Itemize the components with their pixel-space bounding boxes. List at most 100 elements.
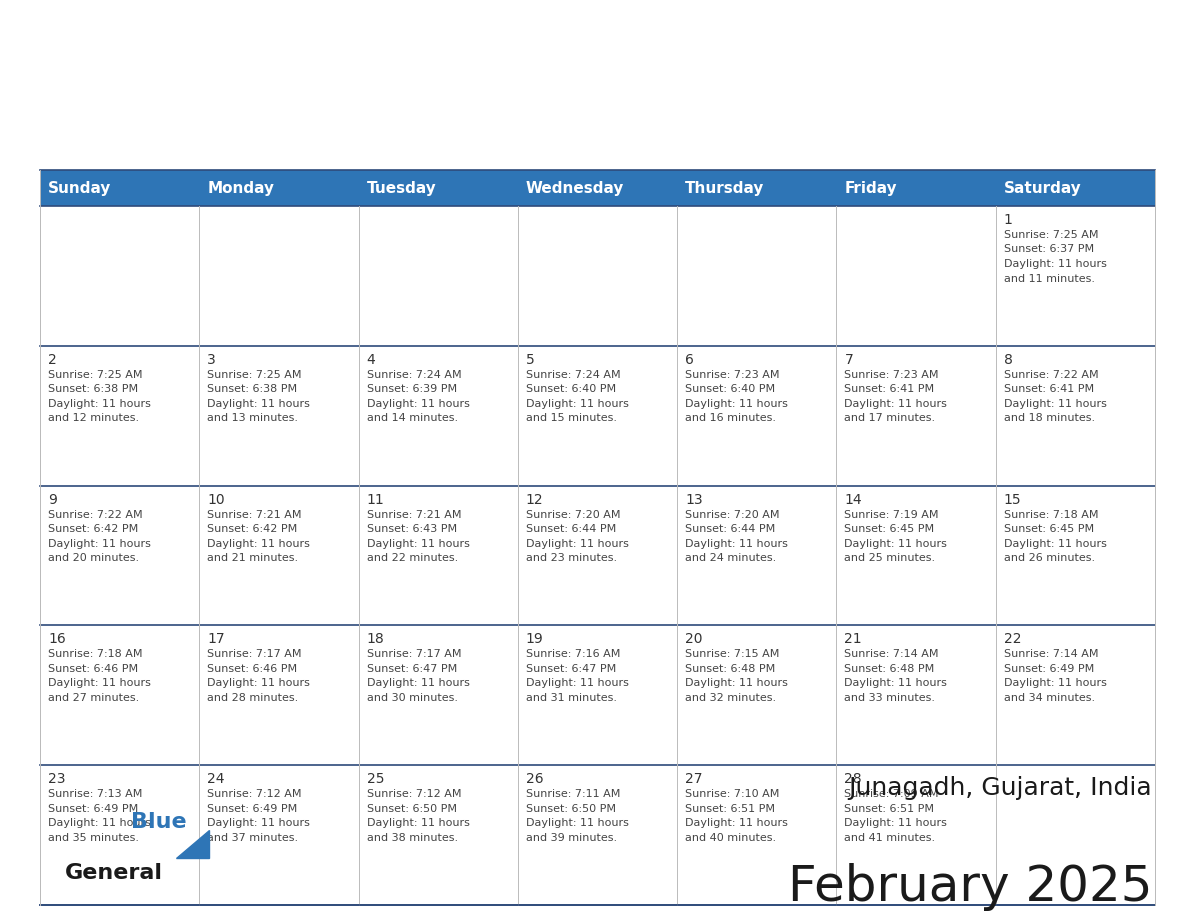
Text: Sunset: 6:47 PM: Sunset: 6:47 PM <box>367 664 457 674</box>
Text: 2: 2 <box>48 353 57 367</box>
Text: Sunrise: 7:17 AM: Sunrise: 7:17 AM <box>367 649 461 659</box>
Text: 8: 8 <box>1004 353 1012 367</box>
Text: Daylight: 11 hours: Daylight: 11 hours <box>367 398 469 409</box>
Text: Sunrise: 7:17 AM: Sunrise: 7:17 AM <box>207 649 302 659</box>
Text: and 35 minutes.: and 35 minutes. <box>48 833 139 843</box>
Text: Daylight: 11 hours: Daylight: 11 hours <box>845 398 947 409</box>
Text: Daylight: 11 hours: Daylight: 11 hours <box>48 539 151 549</box>
Text: and 22 minutes.: and 22 minutes. <box>367 554 457 563</box>
Text: 28: 28 <box>845 772 862 786</box>
Text: Tuesday: Tuesday <box>367 181 436 196</box>
Text: Sunrise: 7:21 AM: Sunrise: 7:21 AM <box>207 509 302 520</box>
Text: Daylight: 11 hours: Daylight: 11 hours <box>207 539 310 549</box>
Text: and 41 minutes.: and 41 minutes. <box>845 833 936 843</box>
Text: Sunset: 6:49 PM: Sunset: 6:49 PM <box>207 803 297 813</box>
Text: Sunset: 6:44 PM: Sunset: 6:44 PM <box>526 524 617 534</box>
Text: and 14 minutes.: and 14 minutes. <box>367 413 457 423</box>
Text: 23: 23 <box>48 772 65 786</box>
Text: Sunrise: 7:23 AM: Sunrise: 7:23 AM <box>685 370 779 380</box>
Text: and 24 minutes.: and 24 minutes. <box>685 554 777 563</box>
Text: and 13 minutes.: and 13 minutes. <box>207 413 298 423</box>
Text: Sunrise: 7:20 AM: Sunrise: 7:20 AM <box>685 509 779 520</box>
Text: 20: 20 <box>685 633 702 646</box>
Text: Sunrise: 7:13 AM: Sunrise: 7:13 AM <box>48 789 143 800</box>
Text: Sunrise: 7:21 AM: Sunrise: 7:21 AM <box>367 509 461 520</box>
Text: 1: 1 <box>1004 213 1012 227</box>
Text: Sunset: 6:49 PM: Sunset: 6:49 PM <box>1004 664 1094 674</box>
Text: Sunrise: 7:16 AM: Sunrise: 7:16 AM <box>526 649 620 659</box>
Text: 15: 15 <box>1004 493 1022 507</box>
Text: Daylight: 11 hours: Daylight: 11 hours <box>1004 539 1106 549</box>
Bar <box>40 206 1155 905</box>
Text: Sunset: 6:46 PM: Sunset: 6:46 PM <box>207 664 297 674</box>
Text: 21: 21 <box>845 633 862 646</box>
Text: Sunrise: 7:09 AM: Sunrise: 7:09 AM <box>845 789 939 800</box>
Text: Sunrise: 7:23 AM: Sunrise: 7:23 AM <box>845 370 939 380</box>
Text: and 23 minutes.: and 23 minutes. <box>526 554 617 563</box>
Text: Sunday: Sunday <box>48 181 112 196</box>
Text: Daylight: 11 hours: Daylight: 11 hours <box>48 818 151 828</box>
Text: Sunrise: 7:15 AM: Sunrise: 7:15 AM <box>685 649 779 659</box>
Text: Sunset: 6:43 PM: Sunset: 6:43 PM <box>367 524 456 534</box>
Text: Wednesday: Wednesday <box>526 181 624 196</box>
Text: Daylight: 11 hours: Daylight: 11 hours <box>367 818 469 828</box>
Text: and 30 minutes.: and 30 minutes. <box>367 693 457 703</box>
Text: Daylight: 11 hours: Daylight: 11 hours <box>526 539 628 549</box>
Text: and 11 minutes.: and 11 minutes. <box>1004 274 1094 284</box>
Text: Daylight: 11 hours: Daylight: 11 hours <box>526 818 628 828</box>
Text: Sunrise: 7:25 AM: Sunrise: 7:25 AM <box>207 370 302 380</box>
Text: 19: 19 <box>526 633 544 646</box>
Text: Sunset: 6:48 PM: Sunset: 6:48 PM <box>845 664 935 674</box>
Text: Daylight: 11 hours: Daylight: 11 hours <box>685 539 788 549</box>
Text: and 26 minutes.: and 26 minutes. <box>1004 554 1095 563</box>
Text: Sunrise: 7:19 AM: Sunrise: 7:19 AM <box>845 509 939 520</box>
Bar <box>40 170 1155 206</box>
Text: Sunset: 6:40 PM: Sunset: 6:40 PM <box>685 385 776 395</box>
Text: and 34 minutes.: and 34 minutes. <box>1004 693 1095 703</box>
Text: Daylight: 11 hours: Daylight: 11 hours <box>48 678 151 688</box>
Text: Sunrise: 7:22 AM: Sunrise: 7:22 AM <box>48 509 143 520</box>
Text: Sunrise: 7:24 AM: Sunrise: 7:24 AM <box>526 370 620 380</box>
Text: Daylight: 11 hours: Daylight: 11 hours <box>367 678 469 688</box>
Text: 16: 16 <box>48 633 65 646</box>
Text: Sunset: 6:50 PM: Sunset: 6:50 PM <box>367 803 456 813</box>
Text: Sunset: 6:38 PM: Sunset: 6:38 PM <box>48 385 138 395</box>
Text: Sunset: 6:42 PM: Sunset: 6:42 PM <box>48 524 138 534</box>
Text: and 25 minutes.: and 25 minutes. <box>845 554 936 563</box>
Text: 26: 26 <box>526 772 543 786</box>
Text: and 21 minutes.: and 21 minutes. <box>207 554 298 563</box>
Text: and 40 minutes.: and 40 minutes. <box>685 833 776 843</box>
Text: and 20 minutes.: and 20 minutes. <box>48 554 139 563</box>
Text: Sunset: 6:40 PM: Sunset: 6:40 PM <box>526 385 617 395</box>
Text: 27: 27 <box>685 772 702 786</box>
Text: 18: 18 <box>367 633 385 646</box>
Text: Sunrise: 7:25 AM: Sunrise: 7:25 AM <box>48 370 143 380</box>
Text: and 17 minutes.: and 17 minutes. <box>845 413 936 423</box>
Text: Sunrise: 7:22 AM: Sunrise: 7:22 AM <box>1004 370 1099 380</box>
Text: Sunrise: 7:12 AM: Sunrise: 7:12 AM <box>207 789 302 800</box>
Text: Sunset: 6:45 PM: Sunset: 6:45 PM <box>1004 524 1094 534</box>
Text: Sunrise: 7:11 AM: Sunrise: 7:11 AM <box>526 789 620 800</box>
Text: Junagadh, Gujarat, India: Junagadh, Gujarat, India <box>848 776 1152 800</box>
Text: and 28 minutes.: and 28 minutes. <box>207 693 298 703</box>
Text: Sunrise: 7:14 AM: Sunrise: 7:14 AM <box>1004 649 1098 659</box>
Text: Daylight: 11 hours: Daylight: 11 hours <box>526 398 628 409</box>
Text: and 38 minutes.: and 38 minutes. <box>367 833 457 843</box>
Text: 11: 11 <box>367 493 385 507</box>
Text: 17: 17 <box>207 633 225 646</box>
Text: Sunset: 6:46 PM: Sunset: 6:46 PM <box>48 664 138 674</box>
Text: Daylight: 11 hours: Daylight: 11 hours <box>367 539 469 549</box>
Text: Daylight: 11 hours: Daylight: 11 hours <box>685 678 788 688</box>
Text: Daylight: 11 hours: Daylight: 11 hours <box>685 398 788 409</box>
Text: 22: 22 <box>1004 633 1022 646</box>
Text: Sunset: 6:39 PM: Sunset: 6:39 PM <box>367 385 456 395</box>
Text: Sunset: 6:47 PM: Sunset: 6:47 PM <box>526 664 617 674</box>
Text: Saturday: Saturday <box>1004 181 1081 196</box>
Text: General: General <box>65 863 163 883</box>
Text: Blue: Blue <box>131 812 187 833</box>
Text: 24: 24 <box>207 772 225 786</box>
Text: Sunset: 6:38 PM: Sunset: 6:38 PM <box>207 385 297 395</box>
Text: Daylight: 11 hours: Daylight: 11 hours <box>207 818 310 828</box>
Text: Sunset: 6:51 PM: Sunset: 6:51 PM <box>845 803 935 813</box>
Text: Sunrise: 7:20 AM: Sunrise: 7:20 AM <box>526 509 620 520</box>
